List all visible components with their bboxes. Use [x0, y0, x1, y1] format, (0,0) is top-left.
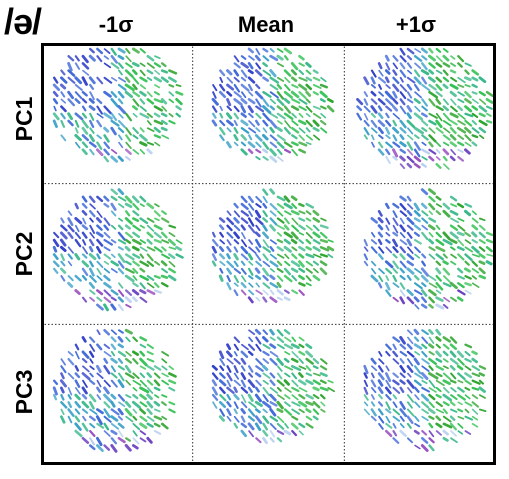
panel-pc2-plus-sigma [363, 188, 495, 310]
column-header-minus-sigma: -1σ [98, 12, 134, 37]
panel-pc1-minus-sigma [52, 47, 184, 163]
row-header-pc2: PC2 [11, 231, 37, 277]
figure-title: /ə/ [4, 1, 42, 42]
panel-grid-svg [41, 43, 496, 465]
row-header-pc3: PC3 [11, 369, 37, 415]
panel-pc2-minus-sigma [52, 188, 184, 312]
panel-pc1-plus-sigma [356, 47, 494, 170]
grid-frame [41, 43, 496, 465]
row-header-pc1: PC1 [11, 96, 37, 142]
column-header-mean: Mean [237, 12, 295, 37]
panel-pc3-mean [211, 328, 335, 445]
panel-pc3-plus-sigma [363, 328, 487, 452]
panel-grid [41, 43, 496, 465]
panel-pc3-minus-sigma [52, 328, 177, 453]
panel-pc2-mean [211, 188, 335, 304]
panel-pc1-mean [211, 47, 335, 163]
column-header-plus-sigma: +1σ [395, 12, 437, 37]
